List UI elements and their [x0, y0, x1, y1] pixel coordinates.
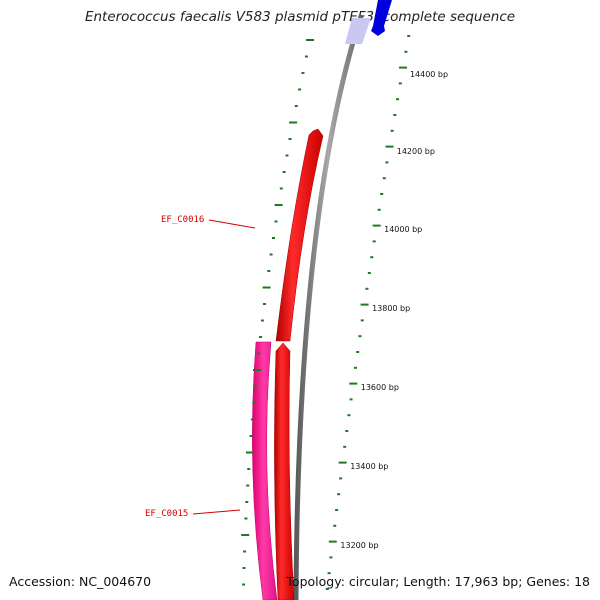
- scale-labels: 14400 bp 14200 bp 14000 bp 13800 bp 13600 bp…: [340, 70, 448, 550]
- scale-label: 13600 bp: [361, 383, 399, 392]
- gene-label-ef-c0016: EF_C0016: [161, 215, 204, 225]
- top-feature-arrow: [371, 0, 392, 36]
- scale-label: 14200 bp: [397, 147, 435, 156]
- scale-ticks: [241, 35, 411, 590]
- gene-ef-c0016-leader: [208, 219, 256, 229]
- gene-ef-c0016-lower: [274, 342, 295, 600]
- topology-summary: Topology: circular; Length: 17,963 bp; G…: [286, 574, 590, 589]
- gene-ef-c0016-arrow: [275, 128, 324, 342]
- scale-label: 14400 bp: [410, 70, 448, 79]
- scale-label: 13400 bp: [350, 462, 388, 471]
- map-title: Enterococcus faecalis V583 plasmid pTEF3…: [84, 9, 516, 25]
- accession-label: Accession: NC_004670: [9, 574, 152, 589]
- top-feature-light: [345, 18, 371, 44]
- gene-ef-c0015-leader: [192, 509, 241, 515]
- scale-label: 13800 bp: [372, 304, 410, 313]
- scale-label: 13200 bp: [340, 541, 378, 550]
- scale-label: 14000 bp: [384, 225, 422, 234]
- gene-ef-c0015-arrow: [252, 341, 278, 600]
- gene-label-ef-c0015: EF_C0015: [145, 509, 188, 519]
- backbone-arc: [293, 15, 364, 600]
